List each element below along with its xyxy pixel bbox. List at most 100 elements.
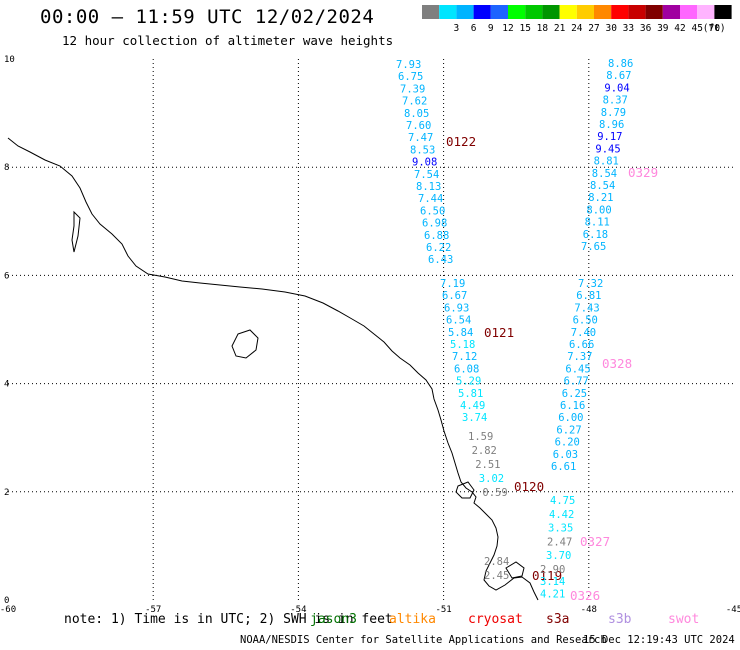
wave-height-value: 6.88 xyxy=(424,230,449,242)
inland-lake-outline xyxy=(231,329,259,359)
wave-height-value: 7.65 xyxy=(581,241,606,253)
legend-swatch xyxy=(456,5,474,19)
wave-height-value: 8.96 xyxy=(599,119,624,131)
wave-height-value: 7.37 xyxy=(567,351,592,363)
wave-height-value: 7.93 xyxy=(396,59,421,71)
wave-height-value: 8.86 xyxy=(608,58,633,70)
legend-label: 70 xyxy=(709,23,721,34)
lon-tick-label: -57 xyxy=(145,605,161,615)
island-outline xyxy=(505,561,525,579)
credit-right: 15 Dec 12:19:43 UTC 2024 xyxy=(583,634,735,646)
legend-swatch xyxy=(576,5,594,19)
wave-height-value: 5.18 xyxy=(450,339,475,351)
legend-label: 12 xyxy=(502,23,513,34)
lon-tick-label: -48 xyxy=(581,605,597,615)
lat-tick-label: 8 xyxy=(4,163,9,173)
track-pass: 4.75 4.42 3.352.47 3.70 0327 xyxy=(546,495,610,562)
wave-height-value: 6.66 xyxy=(569,339,594,351)
wave-height-value: 7.12 xyxy=(452,351,477,363)
lat-tick-label: 2 xyxy=(4,488,9,498)
wave-height-value: 6.00 xyxy=(558,412,583,424)
lat-tick-label: 6 xyxy=(4,271,9,281)
wave-height-value: 8.00 xyxy=(586,204,611,216)
wave-height-value: 7.54 xyxy=(414,169,439,181)
wave-height-value: 7.32 xyxy=(578,278,603,290)
wave-height-value: 8.05 xyxy=(404,108,429,120)
mission-label: altika xyxy=(389,612,436,627)
wave-height-value: 6.45 xyxy=(565,363,590,375)
wave-height-value: 5.29 xyxy=(456,376,481,388)
coastline-mainland xyxy=(7,137,539,601)
pass-label: 0122 xyxy=(446,134,476,149)
wave-height-value: 7.62 xyxy=(402,96,427,108)
track-pass: 2.903.144.21 0326 xyxy=(540,564,600,603)
legend-unit: (ft) xyxy=(703,23,726,34)
legend-swatch xyxy=(422,5,440,19)
track-pass: 7.326.817.436.507.406.667.376.456.776.25… xyxy=(551,278,632,473)
wave-height-value: 8.21 xyxy=(588,192,613,204)
wave-height-value: 6.77 xyxy=(564,376,589,388)
lon-tick-label: -45 xyxy=(726,605,740,615)
coastline xyxy=(7,137,539,601)
wave-height-value: 8.37 xyxy=(603,95,628,107)
wave-height-value: 9.04 xyxy=(604,82,629,94)
wave-height-value: 0.59 xyxy=(482,487,507,499)
wave-height-value: 2.82 xyxy=(472,445,497,457)
wave-height-value: 5.81 xyxy=(458,388,483,400)
lake-outline xyxy=(71,210,81,253)
axis-tick-labels: -60 -57 -54 -51 -48 -45 0 2 4 6 8 10 xyxy=(0,55,740,615)
legend-swatch xyxy=(490,5,508,19)
legend-swatch xyxy=(542,5,560,19)
wave-height-value: 6.20 xyxy=(555,437,580,449)
wave-height-value: 4.49 xyxy=(460,400,485,412)
legend-label: 18 xyxy=(537,23,549,34)
wave-height-value: 7.40 xyxy=(571,327,596,339)
track-pass: 2.84 2.45 0119 xyxy=(484,556,562,583)
color-legend: 3 6 9 12 15 18 21 24 27 30 33 36 39 42 45 70(ft) xyxy=(422,5,732,34)
wave-height-value: 6.54 xyxy=(446,315,471,327)
wave-height-value: 7.47 xyxy=(408,132,433,144)
wave-height-value: 2.45 xyxy=(484,570,509,582)
wave-height-value: 6.67 xyxy=(442,290,467,302)
wave-height-value: 4.21 xyxy=(540,588,565,600)
pass-label: 0329 xyxy=(628,165,658,180)
track-pass: 1.59 2.82 2.51 3.02 0.59 0120 xyxy=(468,431,544,499)
legend-label: 3 xyxy=(454,23,460,34)
legend-swatch xyxy=(628,5,646,19)
page-subtitle: 12 hour collection of altimeter wave hei… xyxy=(62,33,394,48)
legend-swatch xyxy=(611,5,629,19)
legend-swatch xyxy=(473,5,491,19)
legend-swatch xyxy=(680,5,698,19)
wave-height-value: 9.45 xyxy=(595,143,620,155)
mission-label: swot xyxy=(668,612,700,627)
wave-height-value: 2.47 xyxy=(547,536,572,548)
mission-label: s3a xyxy=(546,612,570,627)
legend-label: 39 xyxy=(657,23,669,34)
wave-height-value: 6.81 xyxy=(576,290,601,302)
legend-label: 36 xyxy=(640,23,652,34)
lat-lon-grid xyxy=(8,59,734,600)
wave-height-value: 9.08 xyxy=(412,157,437,169)
wave-height-value: 6.50 xyxy=(420,205,445,217)
wave-height-value: 6.08 xyxy=(454,363,479,375)
lat-tick-label: 10 xyxy=(4,55,15,65)
legend-swatch xyxy=(697,5,715,19)
wave-height-value: 7.44 xyxy=(418,193,443,205)
island-outline xyxy=(455,481,475,499)
legend-label: 6 xyxy=(471,23,477,34)
lon-tick-label: -51 xyxy=(435,605,451,615)
wave-height-value: 3.74 xyxy=(462,412,487,424)
legend-label: 15 xyxy=(519,23,530,34)
wave-height-value: 6.98 xyxy=(422,218,447,230)
wave-height-value: 8.67 xyxy=(606,70,631,82)
wave-height-value: 8.79 xyxy=(601,107,626,119)
wave-height-value: 6.50 xyxy=(573,315,598,327)
legend-swatch xyxy=(559,5,577,19)
lat-tick-label: 0 xyxy=(4,596,9,606)
wave-height-value: 7.19 xyxy=(440,278,465,290)
wave-height-value: 4.75 xyxy=(550,495,575,507)
pass-label: 0120 xyxy=(514,479,544,494)
wave-height-value: 6.16 xyxy=(560,400,585,412)
wave-height-value: 8.54 xyxy=(592,168,617,180)
pass-label: 0328 xyxy=(602,356,632,371)
